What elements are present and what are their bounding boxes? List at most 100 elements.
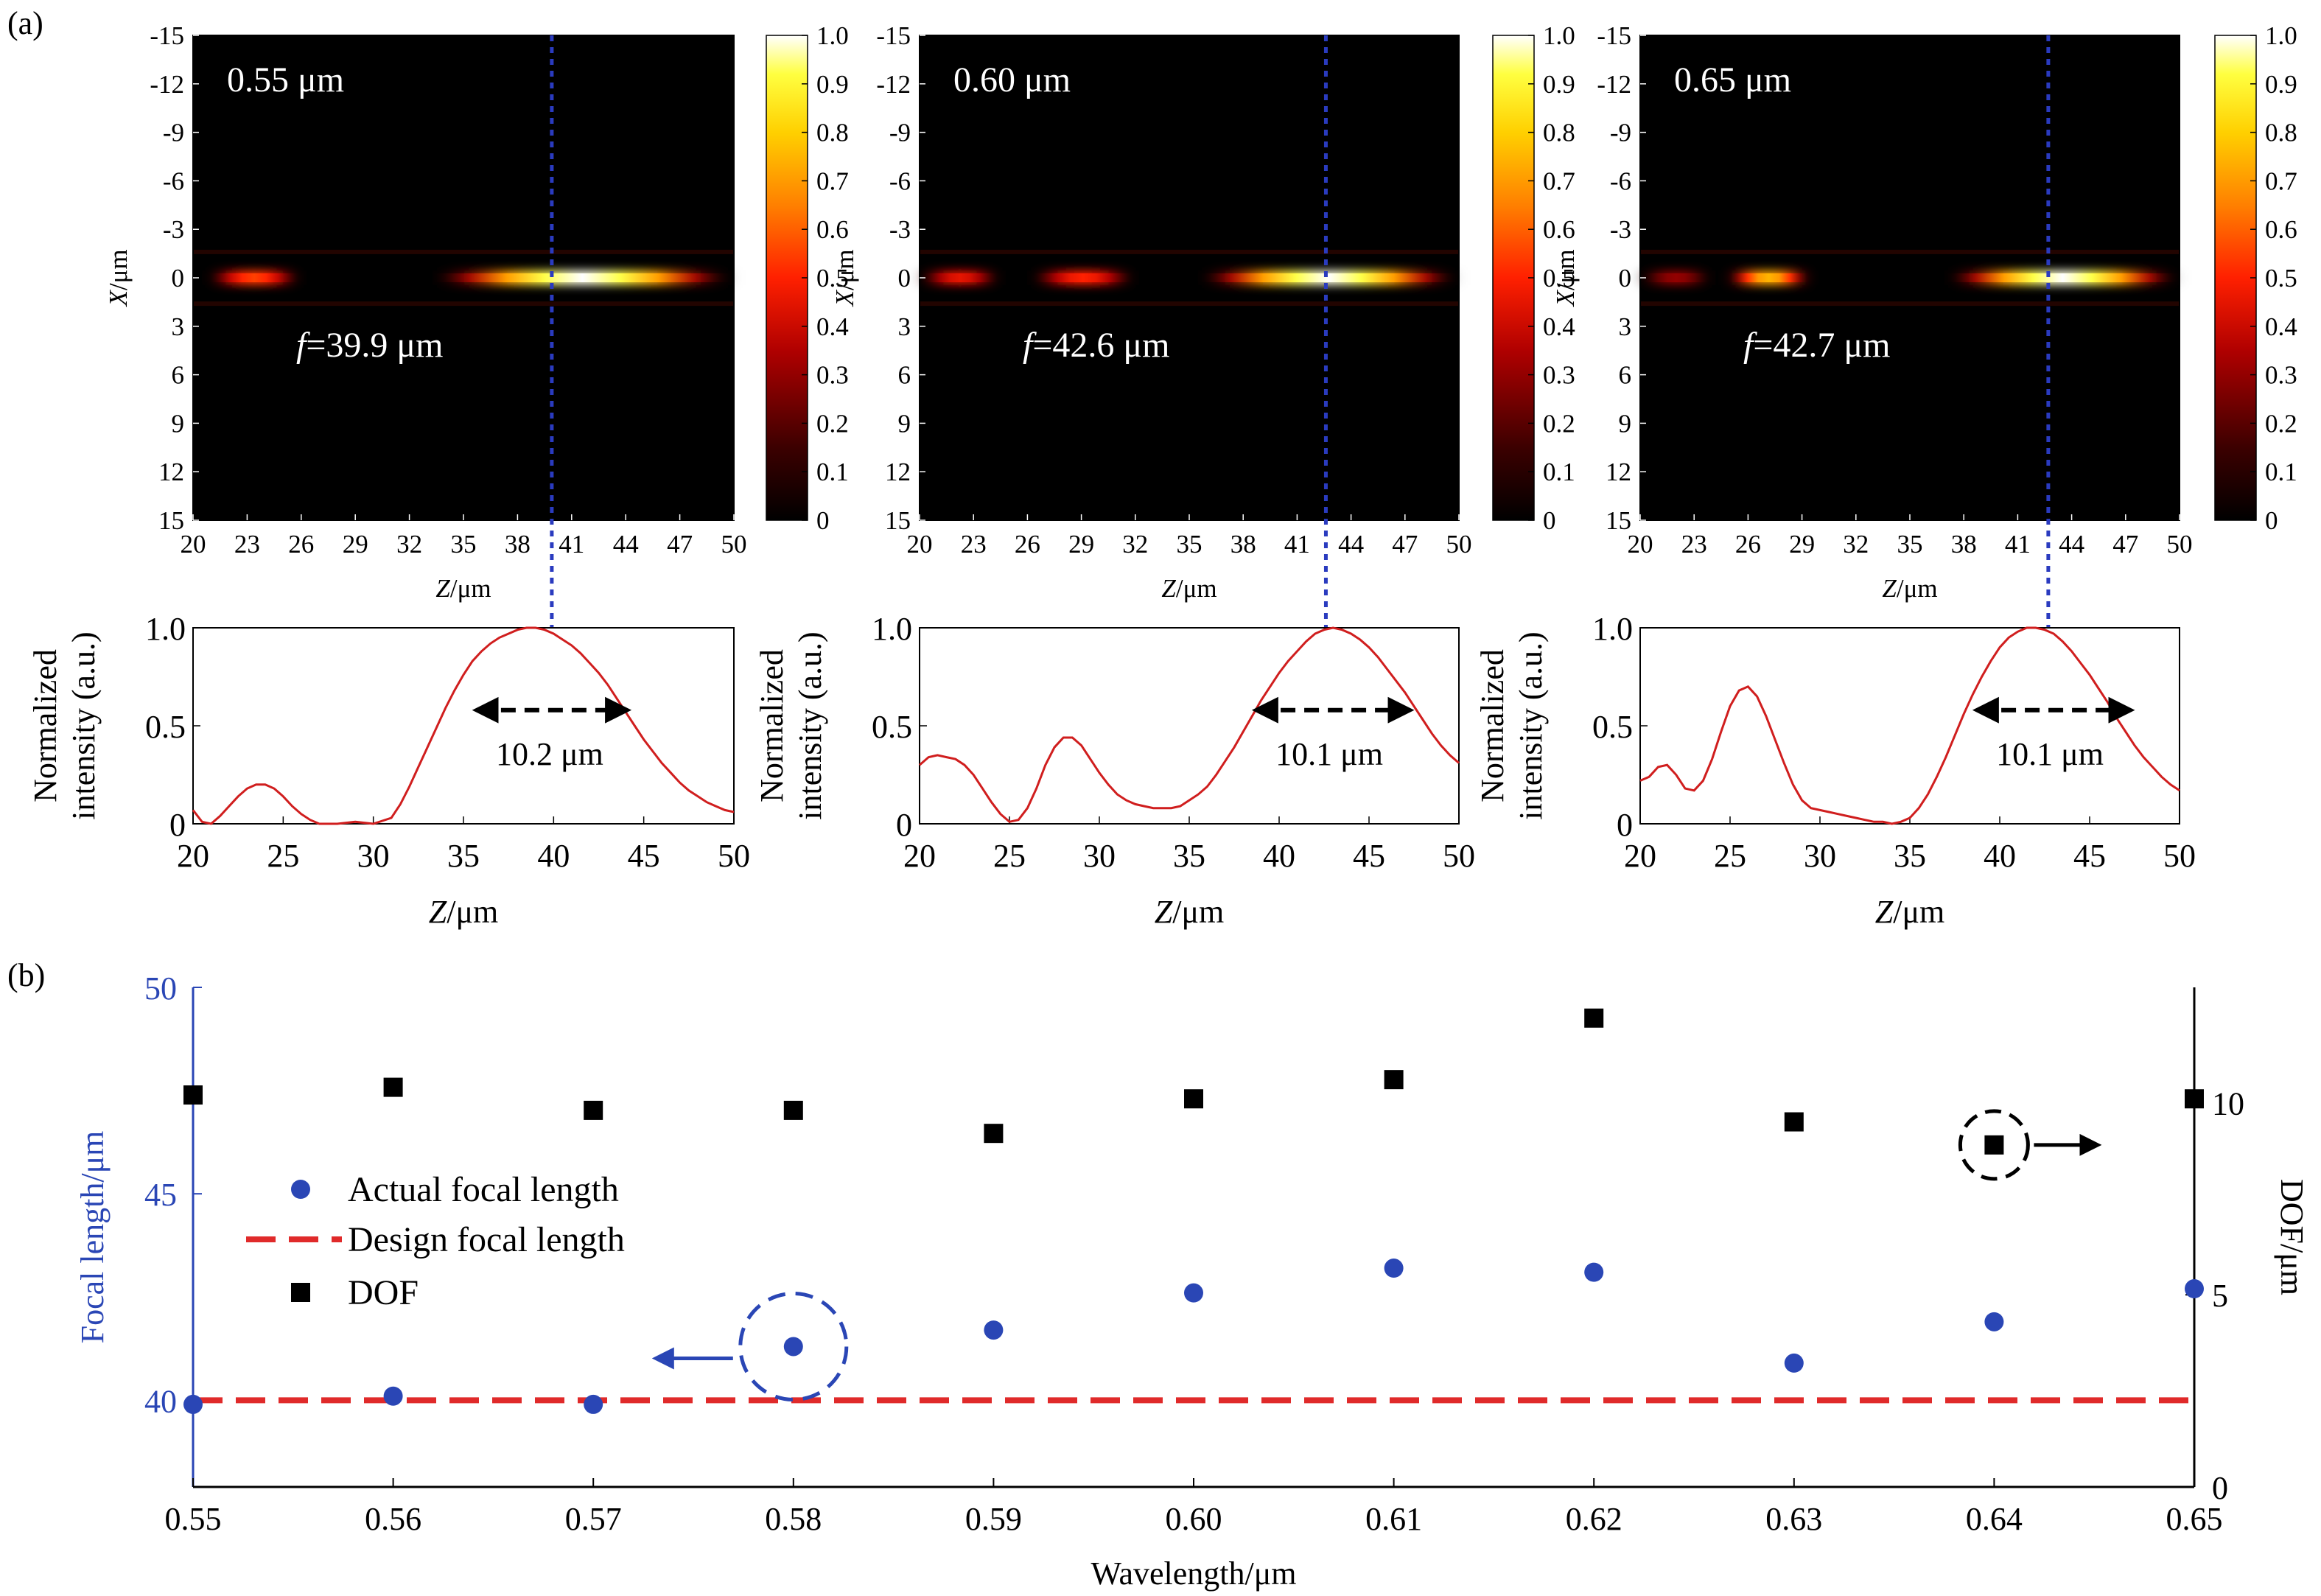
profile-ylabel-line2: intensity (a.u.)	[792, 631, 828, 819]
dof-point	[2185, 1089, 2204, 1109]
heatmap-intensity-core	[1726, 273, 1811, 282]
heatmap-xlabel-unit: /μm	[450, 574, 491, 603]
left-ytick-label: 40	[144, 1383, 177, 1419]
colorbar-tick-label: 0	[1543, 506, 1556, 535]
panel-label-a: (a)	[7, 5, 43, 41]
actual-focal-length-point	[183, 1394, 203, 1414]
right-ytick-label: 0	[2212, 1470, 2228, 1506]
heatmap-ytick-label: -12	[1597, 70, 1631, 99]
heatmap-sidelobe-top	[920, 249, 1459, 254]
heatmap-ytick-label: -15	[1597, 21, 1631, 50]
heatmap-xtick-label: 41	[2005, 530, 2031, 559]
colorbar-tick-label: 0.5	[1543, 264, 1575, 293]
bottom-xtick-label: 0.60	[1166, 1501, 1222, 1537]
colorbar-tick-label: 1.0	[816, 21, 849, 50]
profile-xtick-label: 50	[718, 838, 750, 874]
heatmap-ytick-label: -12	[150, 70, 184, 99]
profile-xlabel-unit: /μm	[1172, 894, 1224, 930]
heatmap-xlabel: Z/μm	[1161, 574, 1216, 603]
heatmap-xtick-label: 50	[2167, 530, 2193, 559]
heatmap-xlabel-var: Z	[435, 574, 450, 603]
heatmap-ylabel: X/μm	[1551, 249, 1580, 307]
right-ylabel: DOF/μm	[2274, 1179, 2310, 1295]
actual-focal-length-point	[984, 1320, 1004, 1340]
profile-panel-2: 20 25 30 35 40 45 50 0 0.5 1.0 Normalizedintensity…	[1474, 611, 2196, 930]
heatmap-xlabel: Z/μm	[1882, 574, 1937, 603]
heatmap-xtick-label: 23	[961, 530, 987, 559]
dof-label: 10.1 μm	[1275, 736, 1383, 772]
heatmap-intensity-core	[1198, 273, 1459, 282]
profile-ytick-label: 0	[896, 807, 912, 843]
heatmap-ylabel-unit: /μm	[104, 249, 133, 290]
profile-xlabel-unit: /μm	[1893, 894, 1944, 930]
heatmap-xtick-label: 26	[1015, 530, 1040, 559]
profile-xtick-label: 30	[357, 838, 390, 874]
colorbar-tick-label: 0.7	[816, 167, 849, 195]
profile-ytick-label: 1.0	[1592, 611, 1633, 647]
colorbar-tick-label: 0.7	[1543, 167, 1575, 195]
bottom-xtick-label: 0.56	[365, 1501, 421, 1537]
profile-xtick-label: 40	[1984, 838, 2016, 874]
heatmap-xtick-label: 35	[1897, 530, 1923, 559]
colorbar-tick-label: 0.9	[2265, 70, 2297, 99]
heatmap-ytick-label: 3	[172, 312, 185, 341]
heatmap-focal-value: =39.9 μm	[306, 326, 443, 365]
heatmap-wavelength-annotation: 0.55 μm	[227, 60, 344, 99]
heatmap-xtick-label: 47	[1392, 530, 1418, 559]
heatmap-ytick-label: 15	[885, 506, 911, 535]
profile-xtick-label: 25	[267, 838, 299, 874]
heatmap-xtick-label: 32	[1843, 530, 1869, 559]
panel-label-b: (b)	[7, 957, 45, 993]
heatmap-focal-annotation: f=42.6 μm	[1023, 326, 1169, 365]
heatmap-ytick-label: -15	[876, 21, 911, 50]
dof-point	[984, 1124, 1004, 1144]
profile-ytick-label: 0	[1617, 807, 1633, 843]
heatmap-xlabel-unit: /μm	[1176, 574, 1217, 603]
heatmap-intensity-core	[430, 273, 734, 282]
profile-xtick-label: 30	[1804, 838, 1836, 874]
actual-focal-length-point	[383, 1386, 403, 1406]
heatmap-xtick-label: 50	[1446, 530, 1472, 559]
heatmap-xtick-label: 32	[396, 530, 422, 559]
dof-point	[183, 1085, 203, 1105]
profile-frame	[919, 627, 1460, 825]
intensity-profile-line	[192, 626, 735, 825]
colorbar	[766, 35, 808, 521]
heatmap-xtick-label: 20	[907, 530, 933, 559]
heatmap-xtick-label: 44	[2059, 530, 2084, 559]
profile-xtick-label: 25	[993, 838, 1026, 874]
bottom-xtick-label: 0.57	[565, 1501, 622, 1537]
heatmap-ytick-label: -12	[876, 70, 911, 99]
heatmap-ytick-label: 15	[158, 506, 184, 535]
dof-point	[1784, 1112, 1804, 1132]
heatmap-ylabel-unit: /μm	[830, 249, 859, 290]
heatmap-ytick-label: -9	[889, 119, 911, 147]
profile-xlabel: Z/μm	[1875, 894, 1945, 930]
colorbar-tick-label: 0.9	[816, 70, 849, 99]
profile-ylabel-line2: intensity (a.u.)	[66, 631, 102, 819]
heatmap-xtick-label: 38	[505, 530, 531, 559]
legend-dof-marker	[291, 1283, 310, 1302]
heatmap-intensity-core	[1640, 273, 1712, 282]
heatmap-xtick-label: 44	[1338, 530, 1364, 559]
dof-label: 10.2 μm	[496, 736, 603, 772]
left-ylabel: Focal length/μm	[74, 1131, 111, 1344]
heatmap-ylabel-var: X	[830, 290, 859, 308]
colorbar-tick-label: 0.2	[2265, 409, 2297, 438]
bottom-xlabel: Wavelength/μm	[1091, 1555, 1296, 1592]
profile-xtick-label: 25	[1714, 838, 1746, 874]
profile-xtick-label: 30	[1083, 838, 1116, 874]
profile-ylabel-line1: Normalized	[27, 649, 63, 802]
intensity-profile-line	[1639, 626, 2180, 825]
colorbar-tick-label: 0.4	[2265, 312, 2297, 341]
heatmap-ytick-label: -6	[1610, 167, 1631, 195]
heatmap-ytick-label: 9	[1619, 409, 1632, 438]
heatmap-ytick-label: 9	[172, 409, 185, 438]
legend: Actual focal length Design focal length DO…	[246, 1170, 625, 1312]
right-ytick-label: 5	[2212, 1278, 2228, 1314]
colorbar-tick-label: 0.8	[1543, 119, 1575, 147]
colorbar-tick-label: 1.0	[2265, 21, 2297, 50]
actual-focal-length-point	[1384, 1259, 1404, 1278]
dof-point	[783, 1100, 803, 1120]
heatmap-sidelobe-bottom	[920, 301, 1459, 307]
